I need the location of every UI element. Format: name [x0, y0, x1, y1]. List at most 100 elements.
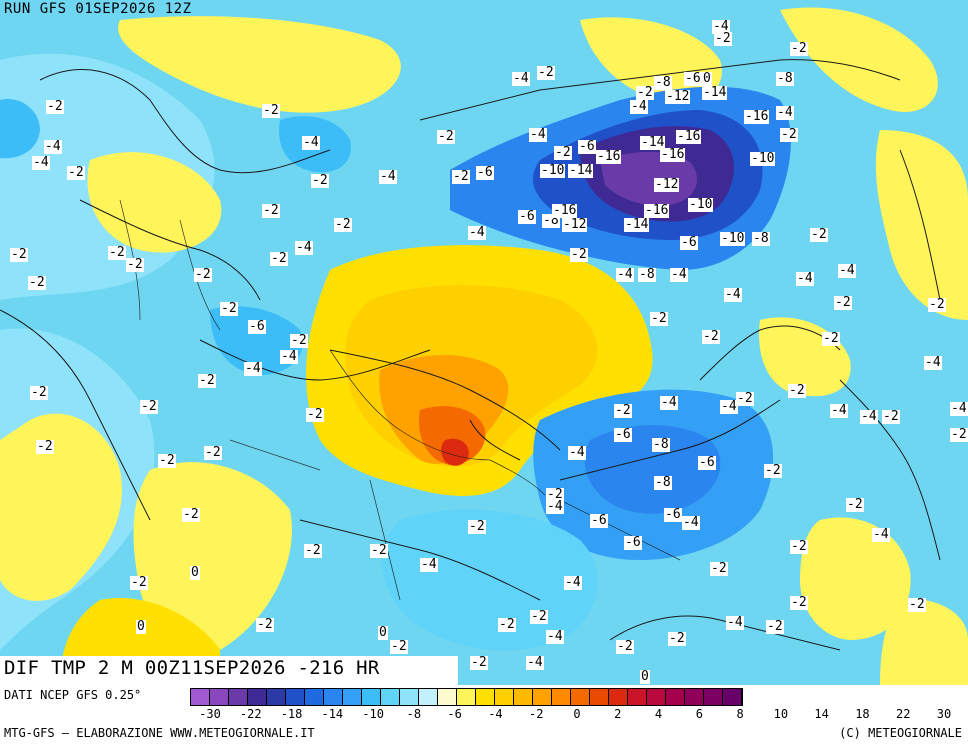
isotherm-label: -2: [262, 203, 280, 218]
isotherm-label: -14: [702, 85, 728, 100]
isotherm-label: -4: [564, 575, 582, 590]
color-swatch: [533, 689, 552, 705]
temperature-anomaly-map: RUN GFS 01SEP2026 12Z -2 -4 -4 -2 -2 -4 …: [0, 0, 968, 685]
isotherm-label: -2: [616, 639, 634, 654]
color-swatch: [438, 689, 457, 705]
isotherm-label: -8: [638, 267, 656, 282]
color-scale-tick: 30: [936, 707, 952, 721]
color-swatch: [381, 689, 400, 705]
color-scale-tick: -2: [528, 707, 544, 721]
isotherm-label: -4: [32, 155, 50, 170]
isotherm-label: -2: [470, 655, 488, 670]
color-swatch: [647, 689, 666, 705]
isotherm-label: -12: [562, 217, 588, 232]
isotherm-label: -2: [262, 103, 280, 118]
isotherm-label: -6: [590, 513, 608, 528]
color-scale-tick: -22: [239, 707, 262, 721]
isotherm-label: 0: [190, 565, 200, 580]
color-swatch: [457, 689, 476, 705]
isotherm-label: -2: [537, 65, 555, 80]
color-swatch: [419, 689, 438, 705]
isotherm-label: -6: [476, 165, 494, 180]
isotherm-label: -2: [702, 329, 720, 344]
isotherm-label: -2: [714, 31, 732, 46]
color-swatch: [191, 689, 210, 705]
isotherm-label: -4: [724, 287, 742, 302]
isotherm-label: -4: [682, 515, 700, 530]
isotherm-label: -4: [546, 629, 564, 644]
isotherm-label: -2: [290, 333, 308, 348]
isotherm-label: -4: [526, 655, 544, 670]
isotherm-label: -2: [554, 145, 572, 160]
isotherm-label: -4: [670, 267, 688, 282]
isotherm-label: -8: [652, 437, 670, 452]
isotherm-label: -2: [790, 41, 808, 56]
isotherm-label: -4: [546, 499, 564, 514]
run-title: RUN GFS 01SEP2026 12Z: [4, 1, 192, 17]
isotherm-label: -2: [710, 561, 728, 576]
isotherm-label: -2: [67, 165, 85, 180]
isotherm-label: -4: [529, 127, 547, 142]
isotherm-label: -4: [838, 263, 856, 278]
isotherm-label: -2: [370, 543, 388, 558]
isotherm-label: -10: [720, 231, 746, 246]
isotherm-label: -4: [720, 399, 738, 414]
color-swatch: [704, 689, 723, 705]
isotherm-label: -2: [311, 173, 329, 188]
isotherm-label: -2: [636, 85, 654, 100]
isotherm-label: -4: [302, 135, 320, 150]
isotherm-label: -6: [578, 139, 596, 154]
isotherm-label: -2: [764, 463, 782, 478]
color-swatch: [495, 689, 514, 705]
isotherm-label: -8: [776, 71, 794, 86]
isotherm-label: -2: [130, 575, 148, 590]
isotherm-label: -2: [908, 597, 926, 612]
isotherm-label: -4: [712, 19, 730, 34]
isotherm-label: -12: [654, 177, 680, 192]
isotherm-label: -4: [872, 527, 890, 542]
color-swatch: [628, 689, 647, 705]
isotherm-label: -6: [664, 507, 682, 522]
color-scale-tick: -6: [447, 707, 462, 721]
isotherm-label: -4: [726, 615, 744, 630]
isotherm-label: -2: [334, 217, 352, 232]
color-scale-tick: 6: [695, 707, 703, 721]
isotherm-label: -6: [680, 235, 698, 250]
isotherm-label: -4: [630, 99, 648, 114]
isotherm-label: -2: [10, 247, 28, 262]
isotherm-label: -14: [624, 217, 650, 232]
isotherm-label: -2: [498, 617, 516, 632]
color-swatch: [571, 689, 590, 705]
color-swatch: [210, 689, 229, 705]
color-swatch: [723, 689, 742, 705]
isotherm-label: -4: [244, 361, 262, 376]
isotherm-label: -2: [194, 267, 212, 282]
data-source: DATI NCEP GFS 0.25°: [4, 688, 142, 702]
color-swatch: [229, 689, 248, 705]
isotherm-label: -2: [126, 257, 144, 272]
color-scale-tick: 2: [614, 707, 622, 721]
color-swatch: [362, 689, 381, 705]
color-scale-tick: 4: [654, 707, 663, 721]
isotherm-label: -2: [790, 539, 808, 554]
isotherm-label: -16: [744, 109, 770, 124]
isotherm-label: -4: [616, 267, 634, 282]
isotherm-label: -2: [204, 445, 222, 460]
isotherm-label: -2: [182, 507, 200, 522]
isotherm-label: -4: [568, 445, 586, 460]
color-scale-tick: -8: [406, 707, 422, 721]
isotherm-label: -12: [665, 89, 691, 104]
isotherm-label: -6: [684, 71, 702, 86]
isotherm-label: -2: [766, 619, 784, 634]
isotherm-label: -4: [860, 409, 878, 424]
isotherm-label: -10: [688, 197, 714, 212]
color-scale-tick: 8: [736, 707, 744, 721]
isotherm-label: -2: [668, 631, 686, 646]
color-swatch: [267, 689, 286, 705]
isotherm-label: -16: [596, 149, 622, 164]
isotherm-label: -2: [30, 385, 48, 400]
isotherm-label: -2: [790, 595, 808, 610]
isotherm-label: -4: [420, 557, 438, 572]
isotherm-label: -2: [437, 129, 455, 144]
color-scale-tick: -18: [280, 707, 303, 721]
